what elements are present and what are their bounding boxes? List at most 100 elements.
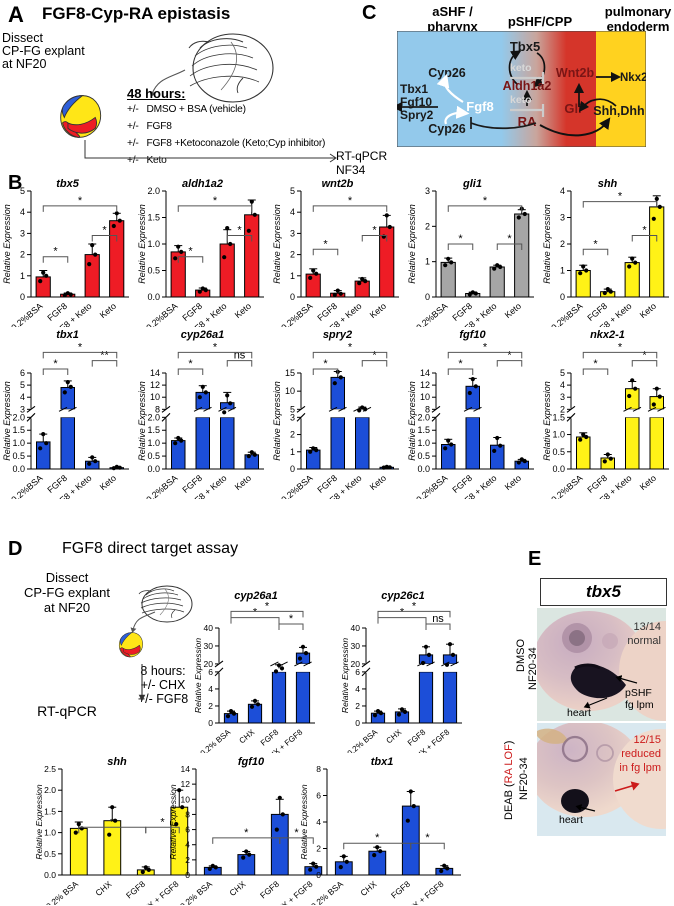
svg-text:*: *: [642, 350, 647, 362]
svg-text:0.2%BSA: 0.2%BSA: [279, 473, 314, 499]
svg-text:*: *: [213, 341, 218, 353]
svg-text:40: 40: [351, 623, 361, 633]
svg-text:0: 0: [290, 292, 295, 302]
svg-text:1: 1: [290, 447, 295, 457]
svg-text:2.0: 2.0: [147, 186, 160, 196]
svg-text:CHX: CHX: [385, 727, 404, 745]
svg-text:*: *: [618, 341, 623, 353]
svg-text:0.2% BSA: 0.2% BSA: [309, 879, 345, 905]
svg-text:2: 2: [316, 844, 321, 854]
svg-text:**: **: [100, 350, 109, 362]
svg-text:Nkx2-1: Nkx2-1: [620, 72, 646, 84]
svg-text:1.0: 1.0: [417, 438, 430, 448]
svg-text:*: *: [253, 607, 258, 619]
svg-text:0: 0: [560, 292, 565, 302]
svg-text:0.2% BSA: 0.2% BSA: [346, 727, 380, 753]
svg-text:Keto: Keto: [368, 301, 388, 320]
svg-text:0.2%BSA: 0.2%BSA: [9, 473, 44, 499]
svg-text:2: 2: [20, 250, 25, 260]
svg-text:14: 14: [150, 368, 160, 378]
svg-text:4: 4: [290, 207, 295, 217]
svg-text:40: 40: [204, 623, 214, 633]
svg-text:0.5: 0.5: [417, 451, 430, 461]
svg-text:Relative Expression: Relative Expression: [299, 784, 309, 859]
svg-text:CHX: CHX: [238, 727, 257, 745]
svg-text:*: *: [348, 341, 353, 353]
svg-text:pSHF: pSHF: [625, 687, 652, 699]
svg-text:0.5: 0.5: [12, 451, 25, 461]
svg-text:Wnt2b: Wnt2b: [556, 66, 595, 80]
svg-text:Cyp26: Cyp26: [428, 122, 466, 136]
svg-text:Relative Expression: Relative Expression: [137, 204, 147, 284]
svg-text:*: *: [375, 832, 380, 844]
svg-text:heart: heart: [567, 707, 591, 719]
svg-text:*: *: [483, 195, 488, 207]
svg-text:0.2% BSA: 0.2% BSA: [178, 879, 214, 905]
svg-text:2: 2: [560, 239, 565, 249]
svg-text:20: 20: [351, 659, 361, 669]
svg-text:Keto: Keto: [98, 473, 118, 492]
svg-text:3: 3: [20, 228, 25, 238]
svg-text:spry2: spry2: [323, 329, 352, 341]
svg-text:Relative Expression: Relative Expression: [137, 381, 147, 461]
svg-text:0: 0: [355, 718, 360, 728]
svg-text:+ 0.2%BSA: + 0.2%BSA: [273, 301, 314, 327]
svg-text:4: 4: [355, 684, 360, 694]
svg-text:*: *: [507, 350, 512, 362]
svg-text:Tbx1: Tbx1: [400, 82, 428, 96]
svg-text:0.2% BSA: 0.2% BSA: [44, 879, 80, 905]
svg-text:4: 4: [185, 840, 190, 850]
svg-text:Relative Expression: Relative Expression: [340, 638, 350, 713]
svg-text:keto: keto: [510, 94, 532, 106]
svg-text:12: 12: [420, 380, 430, 390]
svg-text:tbx1: tbx1: [371, 756, 394, 768]
svg-text:normal: normal: [627, 635, 661, 647]
svg-text:*: *: [160, 816, 165, 828]
svg-text:5: 5: [290, 186, 295, 196]
svg-text:*: *: [593, 358, 598, 370]
svg-text:1.5: 1.5: [417, 425, 430, 435]
svg-text:10: 10: [181, 794, 191, 804]
svg-text:1.0: 1.0: [12, 438, 25, 448]
svg-text:*: *: [323, 358, 328, 370]
svg-text:0.2%BSA: 0.2%BSA: [549, 473, 584, 499]
svg-text:5: 5: [20, 186, 25, 196]
svg-text:6: 6: [185, 825, 190, 835]
svg-text:Relative Expression: Relative Expression: [168, 784, 178, 859]
svg-text:1.5: 1.5: [147, 213, 160, 223]
svg-text:30: 30: [204, 641, 214, 651]
svg-text:1: 1: [290, 271, 295, 281]
svg-text:Relative Expression: Relative Expression: [407, 381, 417, 461]
svg-text:15: 15: [285, 368, 295, 378]
svg-text:Keto: Keto: [503, 473, 523, 492]
svg-text:4: 4: [316, 817, 321, 827]
svg-text:CHX: CHX: [93, 879, 113, 898]
svg-text:1.0: 1.0: [147, 438, 160, 448]
svg-text:0.5: 0.5: [552, 447, 565, 457]
svg-text:4: 4: [20, 392, 25, 402]
svg-text:fgf10: fgf10: [459, 329, 486, 341]
svg-text:8: 8: [316, 764, 321, 774]
svg-text:2: 2: [185, 855, 190, 865]
svg-text:in fg lpm: in fg lpm: [619, 762, 661, 774]
svg-text:*: *: [188, 246, 193, 258]
svg-text:0.0: 0.0: [147, 292, 160, 302]
svg-text:FGF8: FGF8: [258, 879, 281, 901]
svg-text:0.2%BSA: 0.2%BSA: [144, 473, 179, 499]
svg-text:3: 3: [560, 213, 565, 223]
svg-text:1: 1: [425, 257, 430, 267]
svg-text:Relative Expression: Relative Expression: [2, 204, 12, 284]
svg-text:10: 10: [285, 386, 295, 396]
svg-text:0.0: 0.0: [552, 464, 565, 474]
svg-text:2: 2: [425, 221, 430, 231]
svg-text:tbx1: tbx1: [56, 329, 79, 341]
svg-text:Tbx5: Tbx5: [510, 39, 540, 54]
svg-text:cyp26a1: cyp26a1: [234, 590, 277, 602]
svg-text:*: *: [323, 238, 328, 250]
svg-text:CHX: CHX: [227, 879, 247, 898]
svg-text:*: *: [618, 191, 623, 203]
svg-text:*: *: [188, 358, 193, 370]
svg-text:*: *: [593, 238, 598, 250]
svg-text:Keto: Keto: [638, 473, 658, 492]
svg-text:*: *: [458, 233, 463, 245]
